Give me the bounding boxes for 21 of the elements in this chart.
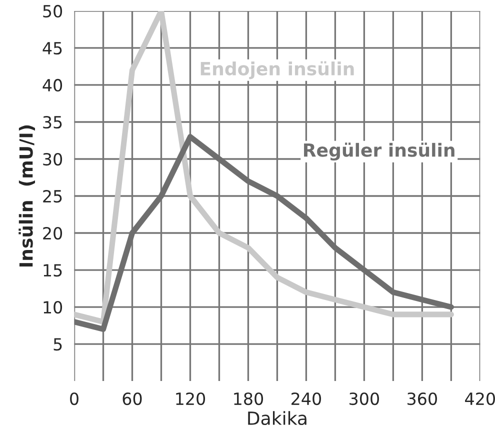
x-tick-label: 60 [122,392,142,406]
y-tick-label: 30 [43,152,62,166]
x-tick-label: 300 [350,392,379,406]
y-tick-label: 40 [42,78,62,92]
y-tick-label: 10 [44,301,62,314]
y-tick-label: 45 [42,42,62,55]
x-tick-label: 240 [292,392,321,406]
text: Regüler insülin [304,142,454,161]
x-tick-label: 0 [70,392,78,406]
x-tick-label: 120 [176,392,206,406]
x-tick-label: 420 [465,392,495,406]
y-tick-label: 20 [43,226,62,240]
y-tick-label: 35 [43,116,62,129]
x-axis-title: Dakika [248,411,306,426]
y-tick-label: 5 [54,338,62,351]
x-tick-label: 180 [234,392,264,406]
x-tick-label: 360 [408,392,437,406]
y-axis-title: Insülin (mU/I) [18,125,35,266]
y-tick-label: 50 [43,4,62,18]
y-tick-label: 15 [44,264,62,277]
y-tick-label: 25 [43,190,62,203]
